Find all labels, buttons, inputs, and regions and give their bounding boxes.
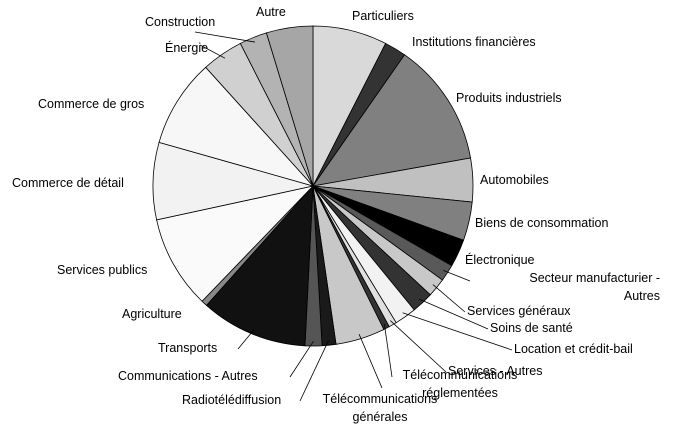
slice-label: Transports: [158, 341, 218, 355]
slice-label: Commerce de détail: [12, 176, 124, 190]
leader-line: [443, 270, 471, 282]
leader-line: [402, 312, 513, 351]
pie-slice: [265, 25, 314, 187]
slice-label: Énergie: [165, 41, 209, 55]
slice-label: Construction: [145, 15, 216, 29]
pie-slice: [156, 185, 315, 302]
slice-label: Autre: [256, 5, 286, 19]
slice-label: Institutions financières: [412, 35, 536, 49]
pie-slice: [158, 66, 315, 187]
slice-label: Radiotélédiffusion: [182, 393, 282, 407]
slice-label: Services généraux: [467, 304, 571, 318]
pie-slice: [205, 184, 314, 347]
slice-label: Électronique: [465, 253, 535, 267]
slice-label: Communications - Autres: [118, 369, 258, 383]
slice-label: Automobiles: [480, 173, 549, 187]
leader-line: [199, 44, 226, 59]
slice-label: Produits industriels: [456, 91, 562, 105]
pie-slice: [312, 54, 471, 187]
leader-line: [237, 329, 255, 350]
slice-label: Location et crédit-bail: [514, 342, 633, 356]
leader-line: [432, 284, 466, 313]
leader-line: [289, 340, 314, 378]
slice-label: Télécommunications réglementées: [402, 368, 518, 400]
leader-line: [299, 340, 329, 402]
slice-label: Soins de santé: [490, 321, 573, 335]
slice-label: Agriculture: [122, 307, 182, 321]
leader-line: [390, 320, 447, 373]
leader-line: [383, 323, 393, 378]
leader-line: [358, 334, 383, 389]
slice-label: Services publics: [57, 263, 148, 277]
slice-label: Particuliers: [352, 9, 414, 23]
slice-label: Secteur manufacturier - Autres: [529, 271, 660, 303]
leader-line: [194, 31, 256, 43]
slice-label: Commerce de gros: [38, 97, 145, 111]
slice-label: Biens de consommation: [475, 216, 609, 230]
slice-label: Services - Autres: [448, 364, 543, 378]
slice-label: Télécommunications générales: [322, 392, 438, 424]
leader-line: [419, 298, 489, 330]
